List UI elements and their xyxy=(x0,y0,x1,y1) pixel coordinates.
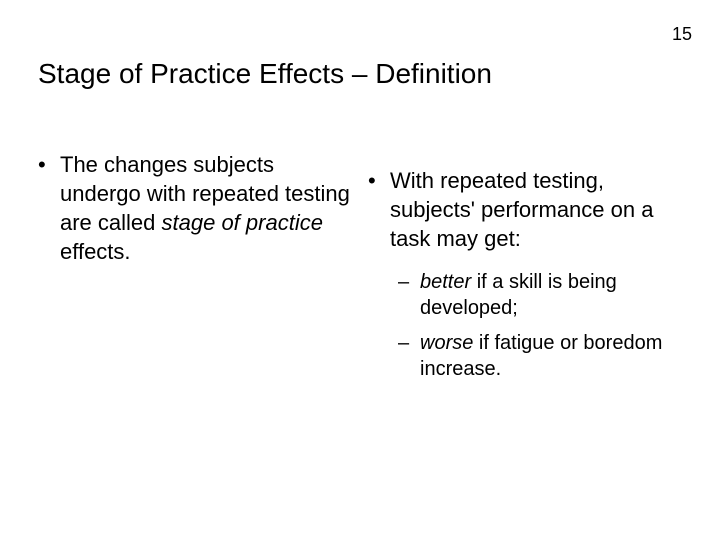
text-run: effects. xyxy=(60,239,131,264)
bullet-text: worse if fatigue or boredom increase. xyxy=(420,330,668,383)
text-run-italic: stage of practice xyxy=(162,210,323,235)
page-number: 15 xyxy=(672,24,692,45)
right-column: • With repeated testing, subjects' perfo… xyxy=(368,166,668,383)
bullet-marker: • xyxy=(368,166,390,253)
sub-bullet-item: – worse if fatigue or boredom increase. xyxy=(398,330,668,383)
bullet-marker: – xyxy=(398,330,420,383)
bullet-text: better if a skill is being developed; xyxy=(420,269,668,322)
bullet-marker: – xyxy=(398,269,420,322)
slide-body: • The changes subjects undergo with repe… xyxy=(38,150,682,383)
bullet-marker: • xyxy=(38,150,60,266)
slide-title: Stage of Practice Effects – Definition xyxy=(38,58,492,90)
left-column: • The changes subjects undergo with repe… xyxy=(38,150,358,383)
bullet-item: • The changes subjects undergo with repe… xyxy=(38,150,358,266)
bullet-text: With repeated testing, subjects' perform… xyxy=(390,166,668,253)
bullet-item: • With repeated testing, subjects' perfo… xyxy=(368,166,668,253)
bullet-text: The changes subjects undergo with repeat… xyxy=(60,150,358,266)
text-run-italic: worse xyxy=(420,332,473,354)
sub-bullet-item: – better if a skill is being developed; xyxy=(398,269,668,322)
text-run-italic: better xyxy=(420,271,471,293)
slide: 15 Stage of Practice Effects – Definitio… xyxy=(0,0,720,540)
